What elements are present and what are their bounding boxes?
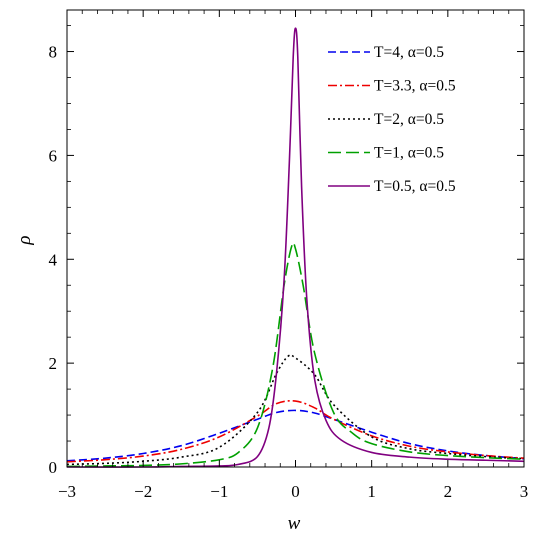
- x-axis-label: w: [288, 513, 301, 534]
- series-line-1: [66, 409, 525, 462]
- x-tick-label: −3: [58, 482, 76, 501]
- y-tick-label: 2: [49, 354, 58, 373]
- legend-label-4: T=1, α=0.5: [374, 145, 444, 162]
- y-tick-label: 8: [49, 43, 58, 62]
- y-tick-label: 4: [49, 250, 58, 269]
- series-line-3: [66, 354, 525, 466]
- x-tick-label: −2: [134, 482, 152, 501]
- series-line-5: [66, 27, 525, 468]
- legend-label-3: T=2, α=0.5: [374, 111, 444, 128]
- legend-label-2: T=3.3, α=0.5: [374, 78, 456, 95]
- x-tick-label: 2: [444, 482, 453, 501]
- legend: T=4, α=0.5 T=3.3, α=0.5 T=2, α=0.5 T=1, α=0…: [328, 44, 456, 195]
- y-tick-label: 0: [49, 458, 58, 477]
- x-tick-label: 0: [291, 482, 300, 501]
- y-axis-label: ρ: [14, 235, 35, 245]
- tick-group: −3 −2 −1 0 1 2 3 0 2 4 6 8: [49, 10, 529, 501]
- x-tick-label: 3: [520, 482, 529, 501]
- x-tick-label: −1: [210, 482, 228, 501]
- data-series-group: [66, 27, 525, 468]
- y-tick-label: 6: [49, 146, 58, 165]
- legend-label-1: T=4, α=0.5: [374, 44, 444, 61]
- x-tick-label: 1: [367, 482, 376, 501]
- legend-label-5: T=0.5, α=0.5: [374, 178, 456, 195]
- series-line-2: [66, 400, 525, 463]
- series-line-4: [66, 241, 525, 468]
